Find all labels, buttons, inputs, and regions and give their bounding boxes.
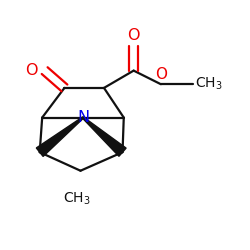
Text: CH$_3$: CH$_3$: [196, 76, 223, 92]
Text: N: N: [77, 110, 89, 125]
Polygon shape: [36, 117, 84, 156]
Polygon shape: [82, 117, 126, 156]
Text: CH$_3$: CH$_3$: [63, 190, 90, 207]
Text: O: O: [155, 67, 167, 82]
Text: O: O: [25, 63, 37, 78]
Text: O: O: [128, 28, 140, 44]
